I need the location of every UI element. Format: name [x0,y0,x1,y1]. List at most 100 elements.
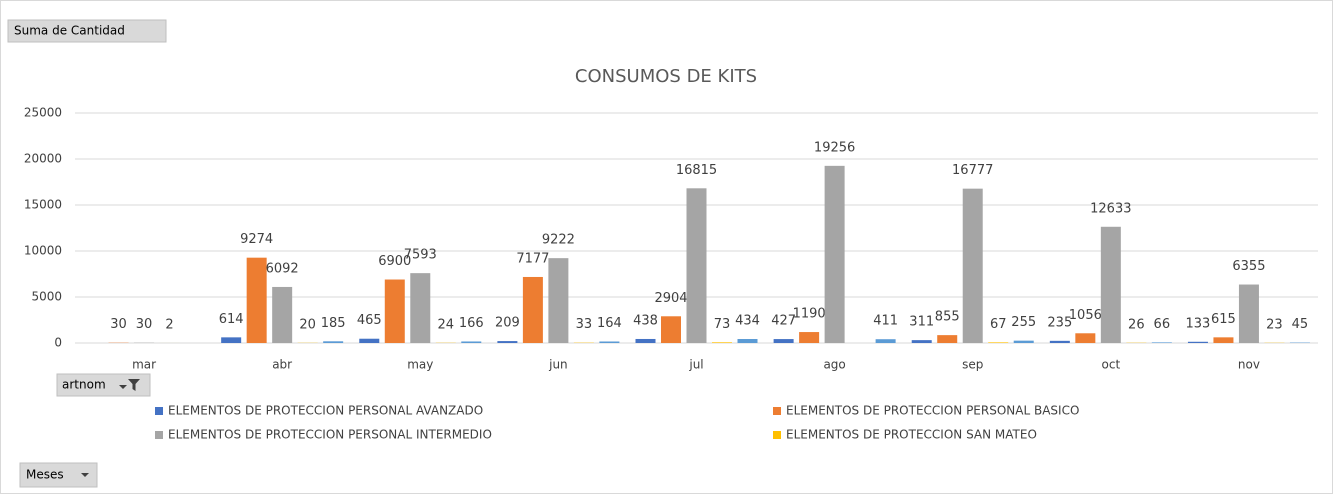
bar [497,341,518,343]
bar [1151,342,1172,343]
legend-label: ELEMENTOS DE PROTECCION PERSONAL BASICO [786,404,1079,418]
data-label: 45 [1292,317,1309,332]
legend-label: ELEMENTOS DE PROTECCION PERSONAL INTERME… [168,428,492,442]
legend-label: ELEMENTOS DE PROTECCION PERSONAL AVANZAD… [168,404,483,418]
data-label: 12633 [1090,201,1131,216]
x-tick-label: ago [823,358,845,372]
x-tick-label: abr [272,358,292,372]
data-label: 1190 [793,307,826,322]
data-label: 7593 [404,248,437,263]
data-label: 9222 [542,233,575,248]
data-label: 19256 [814,140,855,155]
data-label: 23 [1266,317,1283,332]
data-label: 7177 [516,251,549,266]
data-label: 73 [714,317,731,332]
bar [599,341,620,343]
data-label: 6355 [1232,259,1265,274]
data-label: 434 [735,314,760,329]
data-label: 16777 [952,163,993,178]
data-label: 438 [633,313,658,328]
data-label: 9274 [240,232,273,247]
axis-field-button[interactable]: Meses [19,462,98,488]
data-label: 235 [1047,315,1072,330]
legend-swatch [155,407,163,415]
data-label: 6092 [266,261,299,276]
data-label: 133 [1186,316,1211,331]
bar [1075,333,1096,343]
bar [773,339,794,343]
data-label: 855 [935,310,960,325]
data-label: 2 [165,317,173,332]
data-label: 311 [909,315,934,330]
values-button[interactable]: Suma de Cantidad [7,19,167,43]
dropdown-icon [81,473,89,477]
data-label: 6900 [378,254,411,269]
bar [359,338,380,343]
data-label: 164 [597,316,622,331]
data-label: 24 [438,317,455,332]
button-label: Suma de Cantidad [14,24,125,38]
chart-title: CONSUMOS DE KITS [575,66,757,87]
bar [1013,340,1034,343]
bar [962,188,983,343]
bar [461,341,482,343]
bar [1100,226,1121,343]
bar [824,165,845,343]
x-tick-label: mar [132,358,156,372]
bar [1187,341,1208,343]
bar [221,337,242,343]
data-label: 427 [771,314,796,329]
data-label: 209 [495,316,520,331]
y-tick-label: 25000 [24,106,62,120]
data-label: 30 [136,317,153,332]
data-label: 33 [576,317,593,332]
bar [1238,284,1259,343]
y-tick-label: 10000 [24,244,62,258]
legend-swatch [773,407,781,415]
bar [686,188,707,343]
legend-field-button[interactable]: artnom [56,373,151,397]
data-label: 614 [219,312,244,327]
data-label: 67 [990,317,1007,332]
bar [522,276,543,343]
bar [384,279,405,343]
bar [272,286,293,343]
data-label: 16815 [676,163,717,178]
data-label: 30 [110,317,127,332]
x-tick-label: nov [1238,358,1260,372]
bar [712,342,732,343]
x-tick-label: oct [1102,358,1121,372]
x-tick-label: jun [548,358,568,372]
data-label: 411 [873,314,898,329]
bar [988,342,1009,343]
button-bg [7,19,167,43]
bar [937,335,958,343]
data-label: 185 [321,316,346,331]
dropdown-icon [119,385,127,389]
data-label: 26 [1128,317,1145,332]
legend-label: ELEMENTOS DE PROTECCION SAN MATEO [786,428,1037,442]
x-tick-label: jul [688,358,703,372]
bar [911,340,932,343]
button-label: Meses [26,468,64,482]
data-label: 255 [1011,315,1036,330]
y-tick-label: 5000 [31,290,62,304]
bar [1213,337,1234,343]
button-bg [56,373,151,397]
x-tick-label: sep [962,358,983,372]
y-tick-label: 0 [54,336,62,350]
data-label: 166 [459,316,484,331]
bar [246,257,267,343]
x-tick-label: may [407,358,433,372]
bar [799,332,820,343]
bar [1049,340,1070,343]
y-tick-label: 20000 [24,152,62,166]
bar [548,258,569,343]
bar [410,273,431,343]
data-label: 465 [357,313,382,328]
bar [875,339,896,343]
data-label: 20 [299,317,316,332]
data-label: 1056 [1069,308,1102,323]
bar [737,339,758,343]
